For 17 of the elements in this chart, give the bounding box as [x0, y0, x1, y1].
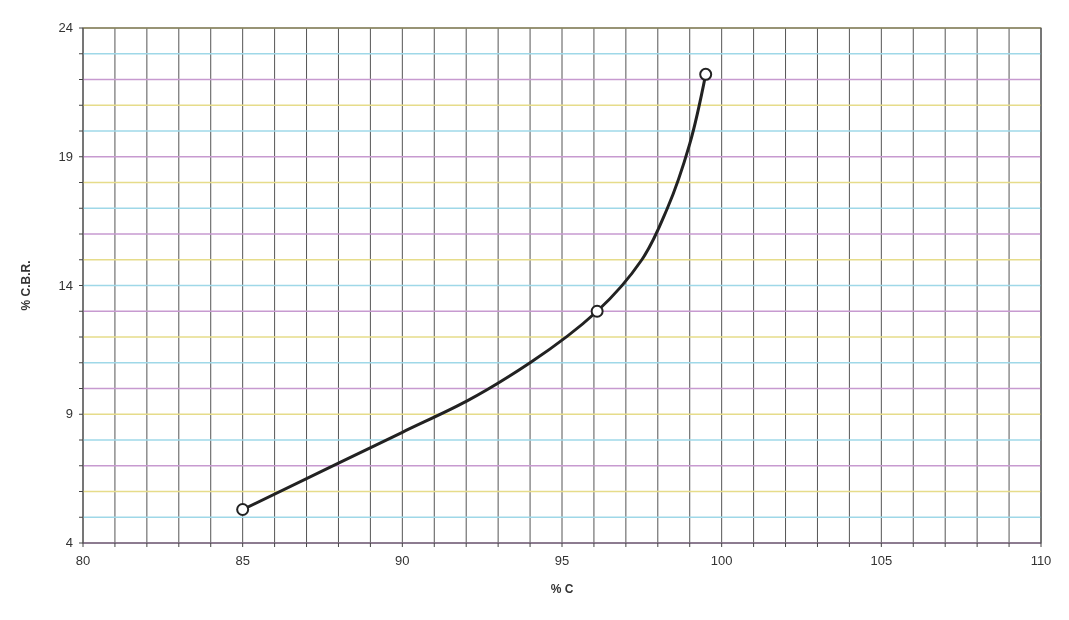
y-tick-label: 14 — [58, 277, 73, 293]
x-tick-label: 80 — [75, 553, 91, 568]
point — [236, 503, 250, 517]
y-tick-label: 4 — [65, 535, 73, 550]
y-tick-label: 9 — [65, 406, 73, 422]
y-tick-label: 19 — [58, 148, 73, 164]
y-axis-title: % C.B.R. — [19, 260, 33, 311]
x-tick-label: 105 — [870, 553, 893, 568]
x-tick-label: 95 — [554, 553, 570, 568]
x-tick-label: 90 — [395, 553, 410, 568]
x-tick-label: 110 — [1030, 553, 1052, 568]
point — [699, 67, 713, 81]
x-tick-label: 100 — [710, 553, 733, 568]
point — [590, 304, 604, 318]
x-axis-title: % C — [550, 582, 574, 596]
x-tick-label: 85 — [235, 553, 250, 568]
y-tick-label: 24 — [58, 20, 73, 35]
